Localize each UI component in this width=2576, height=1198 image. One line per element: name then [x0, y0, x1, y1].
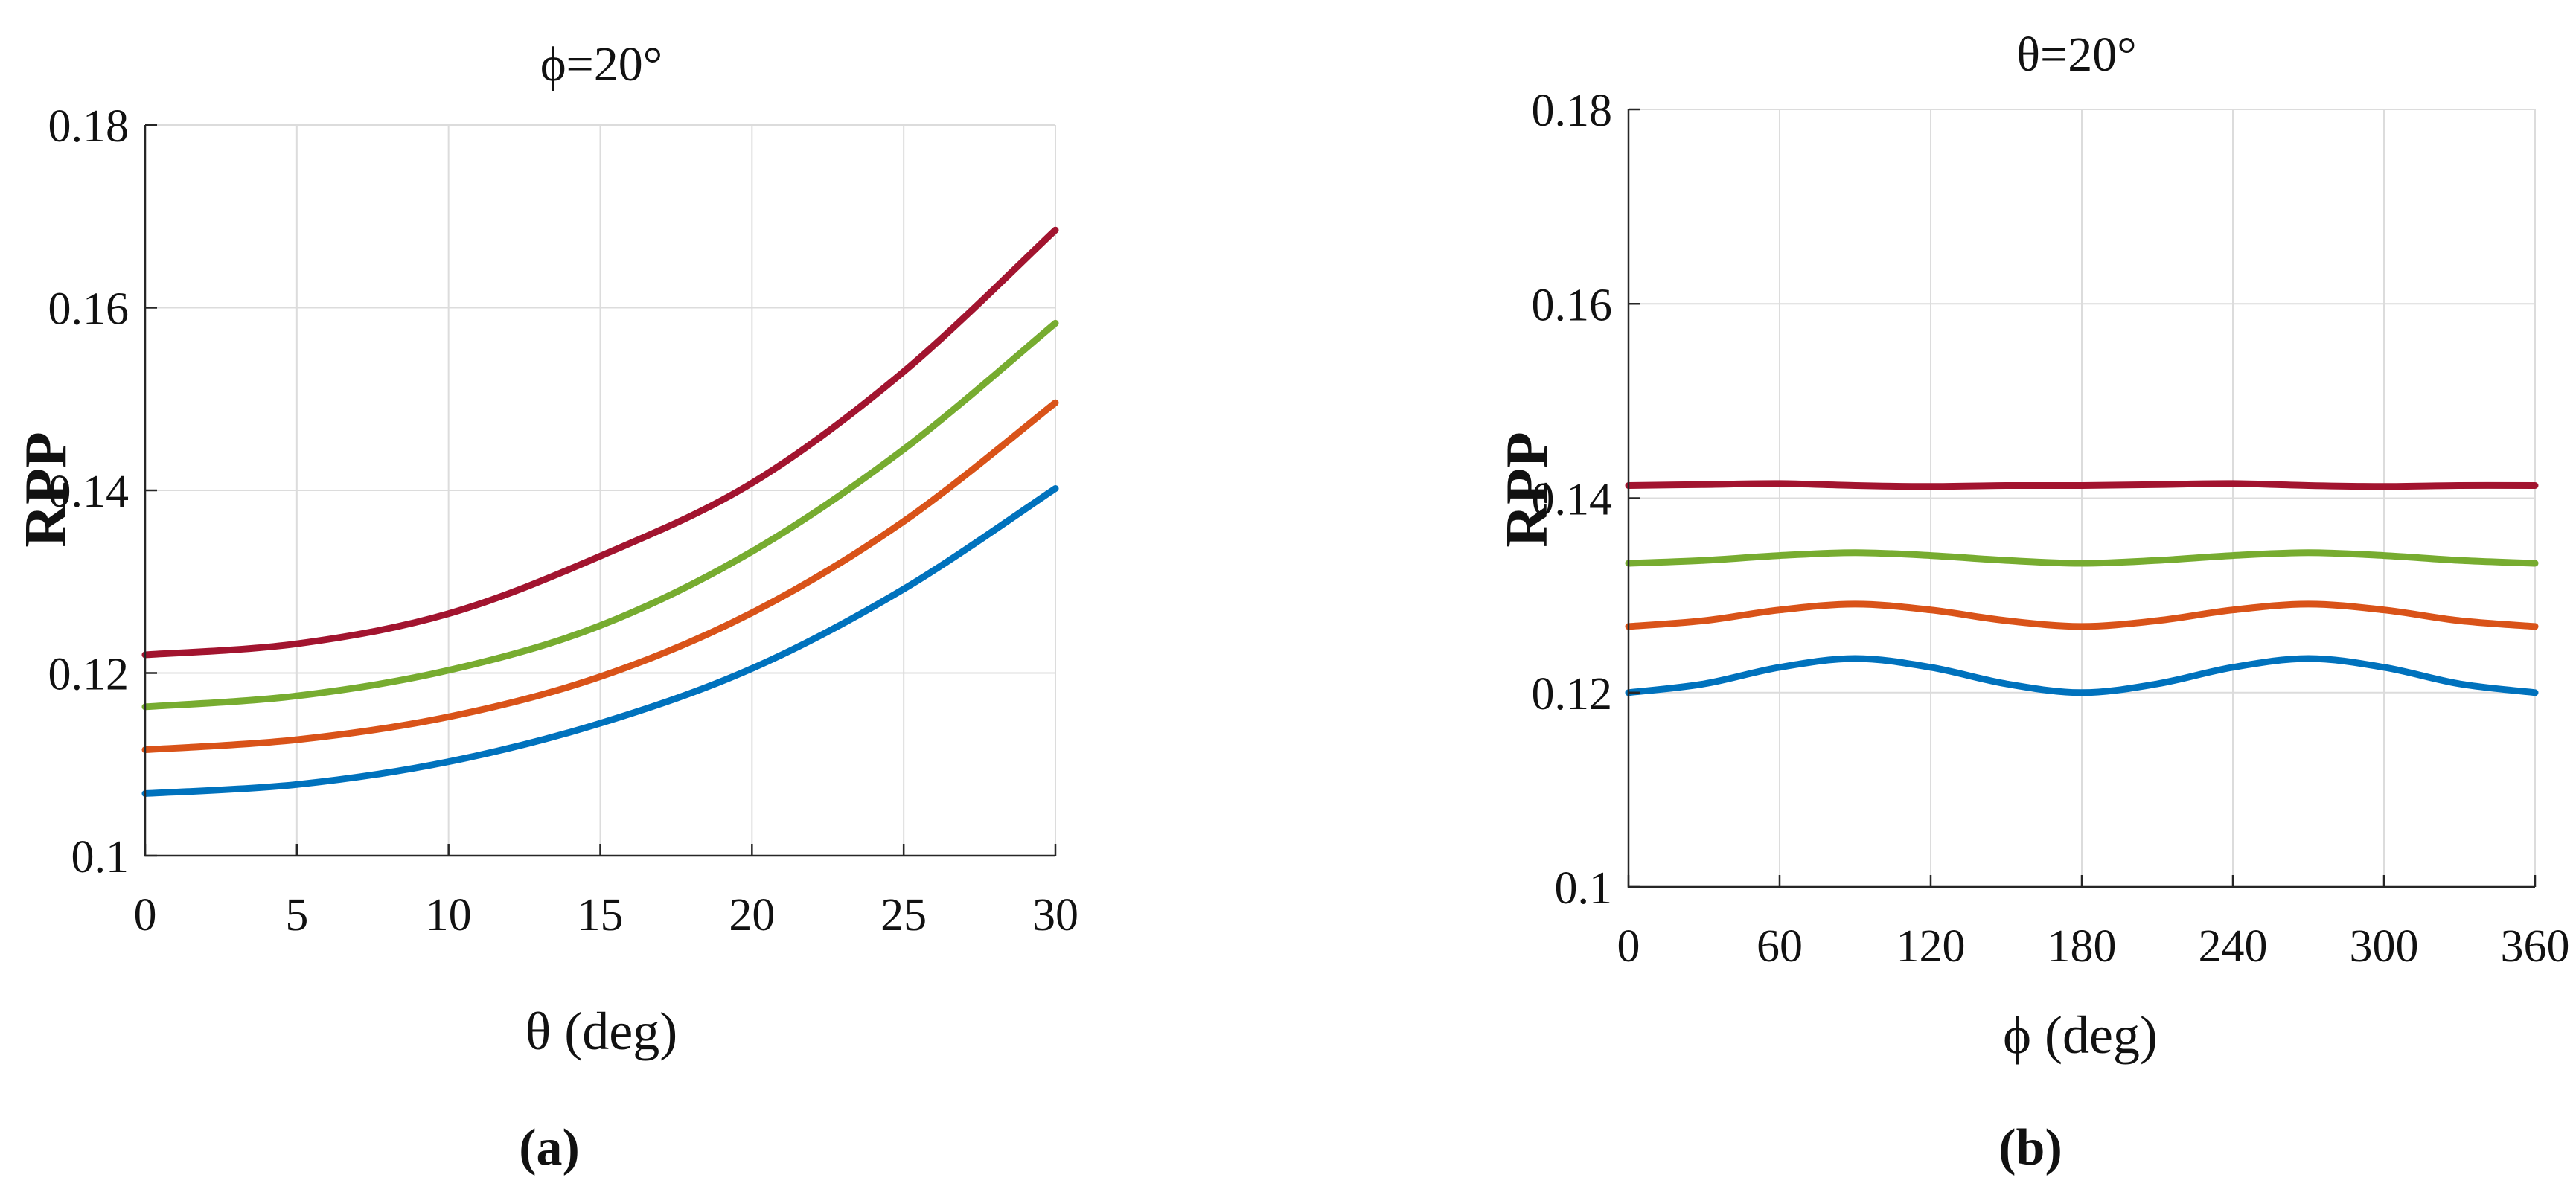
chart-title-a: ϕ=20° — [540, 37, 662, 92]
x-tick-label: 0 — [134, 890, 157, 941]
series-line-1 — [1625, 655, 2539, 696]
series-line-4 — [1625, 480, 2539, 490]
y-tick-label: 0.1 — [1555, 863, 1613, 914]
grid-b — [1628, 109, 2536, 888]
x-tick-label: 300 — [2350, 921, 2419, 972]
x-axis-label-b: ϕ (deg) — [2003, 1005, 2158, 1065]
x-tick-label: 25 — [880, 890, 927, 941]
series-b — [1625, 480, 2539, 696]
panel-label-a: (a) — [519, 1119, 580, 1176]
axis-lines — [144, 125, 1055, 857]
y-tick-label: 0.14 — [1532, 475, 1613, 525]
series-line-3 — [1625, 549, 2539, 567]
chart-title-b: θ=20° — [2016, 28, 2136, 82]
series-line-4 — [141, 226, 1059, 659]
y-axis-label-a: RPP — [13, 432, 79, 548]
x-tick-label: 5 — [285, 890, 308, 941]
x-tick-label: 0 — [1617, 921, 1640, 972]
series-line-3 — [141, 319, 1059, 711]
tick-labels-b: 0 60 120 180 240 300 360 0.1 0.12 0.14 0.16 0.18 — [1532, 86, 2570, 972]
x-tick-label: 360 — [2501, 921, 2570, 972]
panel-a: 0 5 10 15 20 25 30 0.1 0.12 0.14 0.16 0.18 ϕ=20° θ … — [13, 37, 1078, 1176]
x-tick-label: 20 — [729, 890, 775, 941]
x-tick-label: 10 — [426, 890, 472, 941]
x-tick-label: 120 — [1896, 921, 1966, 972]
series-line-2 — [141, 399, 1059, 754]
axis-lines — [1627, 109, 2535, 888]
x-tick-label: 240 — [2199, 921, 2268, 972]
y-tick-label: 0.1 — [71, 832, 130, 883]
y-tick-label: 0.16 — [48, 284, 130, 335]
y-tick-label: 0.12 — [48, 650, 130, 700]
y-tick-label: 0.18 — [48, 101, 130, 152]
x-tick-label: 15 — [578, 890, 624, 941]
y-tick-label: 0.16 — [1532, 280, 1613, 330]
panel-label-b: (b) — [1998, 1119, 2062, 1176]
x-tick-label: 180 — [2048, 921, 2117, 972]
tick-labels-a: 0 5 10 15 20 25 30 0.1 0.12 0.14 0.16 0.18 — [48, 101, 1079, 941]
x-tick-label: 60 — [1757, 921, 1803, 972]
x-axis-label-a: θ (deg) — [525, 1002, 677, 1061]
grid-a — [144, 124, 1056, 856]
y-axis-label-b: RPP — [1495, 432, 1560, 548]
y-tick-label: 0.12 — [1532, 669, 1613, 720]
series-line-2 — [1625, 600, 2539, 630]
x-tick-label: 30 — [1032, 890, 1078, 941]
series-line-1 — [141, 485, 1059, 797]
axes-b — [1627, 108, 2537, 888]
y-tick-label: 0.18 — [1532, 86, 1613, 136]
series-a — [141, 226, 1059, 797]
axes-a — [144, 124, 1057, 857]
panel-b: 0 60 120 180 240 300 360 0.1 0.12 0.14 0.16 0.18 θ=… — [1495, 28, 2570, 1176]
y-tick-label: 0.14 — [48, 467, 130, 517]
